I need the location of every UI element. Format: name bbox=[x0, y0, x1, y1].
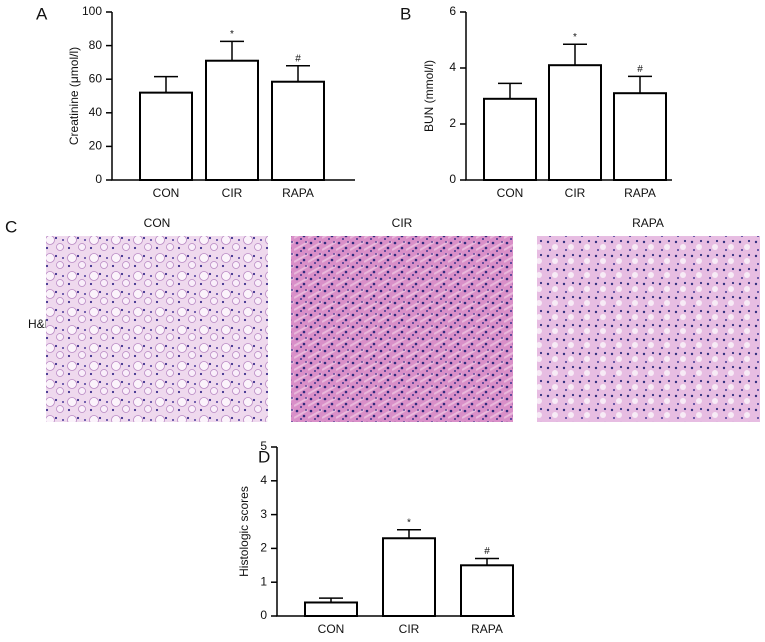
y-tick-label: 5 bbox=[260, 439, 267, 453]
y-tick-label: 2 bbox=[260, 541, 267, 555]
y-tick-label: 4 bbox=[449, 60, 456, 74]
histology-image bbox=[291, 236, 513, 422]
y-tick-label: 60 bbox=[89, 71, 103, 85]
y-tick-label: 100 bbox=[82, 4, 102, 18]
bar bbox=[548, 64, 602, 181]
panel-label: A bbox=[36, 4, 48, 23]
image-caption: RAPA bbox=[632, 216, 664, 230]
bar bbox=[205, 59, 259, 181]
image-caption: CIR bbox=[392, 216, 413, 230]
x-tick-label: CIR bbox=[565, 186, 586, 200]
x-tick-label: RAPA bbox=[624, 186, 656, 200]
error-bar bbox=[220, 40, 244, 61]
bar bbox=[139, 91, 193, 181]
axis-line bbox=[276, 447, 515, 617]
bar bbox=[271, 80, 325, 181]
error-bar bbox=[319, 597, 343, 603]
error-bar bbox=[154, 75, 178, 93]
x-tick-label: CON bbox=[318, 622, 345, 636]
significance-marker: * bbox=[230, 29, 234, 40]
bar bbox=[304, 601, 358, 617]
error-bar bbox=[498, 82, 522, 99]
y-tick-label: 0 bbox=[260, 608, 267, 622]
y-tick-label: 0 bbox=[449, 172, 456, 186]
bar bbox=[483, 97, 537, 181]
x-tick-label: CIR bbox=[222, 186, 243, 200]
y-axis-label: Creatinine (μmol/l) bbox=[67, 47, 81, 145]
error-bar bbox=[397, 529, 421, 539]
y-tick-label: 0 bbox=[95, 172, 102, 186]
x-tick-label: CON bbox=[153, 186, 180, 200]
panel-label: B bbox=[400, 4, 411, 23]
y-axis-label: BUN (mmol/l) bbox=[422, 60, 436, 132]
image-caption: CON bbox=[144, 216, 171, 230]
panel-label: C bbox=[5, 217, 17, 236]
significance-marker: # bbox=[637, 64, 643, 75]
error-bar bbox=[286, 65, 310, 82]
error-bar bbox=[628, 75, 652, 94]
histology-image bbox=[46, 236, 268, 422]
y-axis-label: Histologic scores bbox=[237, 486, 251, 577]
x-tick-label: RAPA bbox=[471, 622, 503, 636]
x-tick-label: RAPA bbox=[282, 186, 314, 200]
bar bbox=[460, 564, 514, 617]
axis-line bbox=[111, 12, 355, 181]
bar bbox=[382, 537, 436, 618]
y-tick-label: 40 bbox=[89, 105, 103, 119]
panel-label: D bbox=[258, 447, 270, 466]
y-tick-label: 20 bbox=[89, 139, 103, 153]
y-tick-label: 4 bbox=[260, 473, 267, 487]
y-tick-label: 6 bbox=[449, 4, 456, 18]
axis-line bbox=[465, 12, 672, 181]
error-bar bbox=[563, 43, 587, 66]
significance-marker: # bbox=[295, 53, 301, 64]
bar bbox=[613, 92, 667, 181]
y-tick-label: 1 bbox=[260, 574, 267, 588]
error-bar bbox=[475, 557, 499, 566]
significance-marker: * bbox=[573, 32, 577, 43]
significance-marker: * bbox=[407, 517, 411, 528]
x-tick-label: CIR bbox=[399, 622, 420, 636]
significance-marker: # bbox=[484, 546, 490, 557]
y-tick-label: 3 bbox=[260, 507, 267, 521]
histology-image bbox=[537, 236, 760, 422]
y-tick-label: 2 bbox=[449, 116, 456, 130]
x-tick-label: CON bbox=[497, 186, 524, 200]
y-tick-label: 80 bbox=[89, 38, 103, 52]
